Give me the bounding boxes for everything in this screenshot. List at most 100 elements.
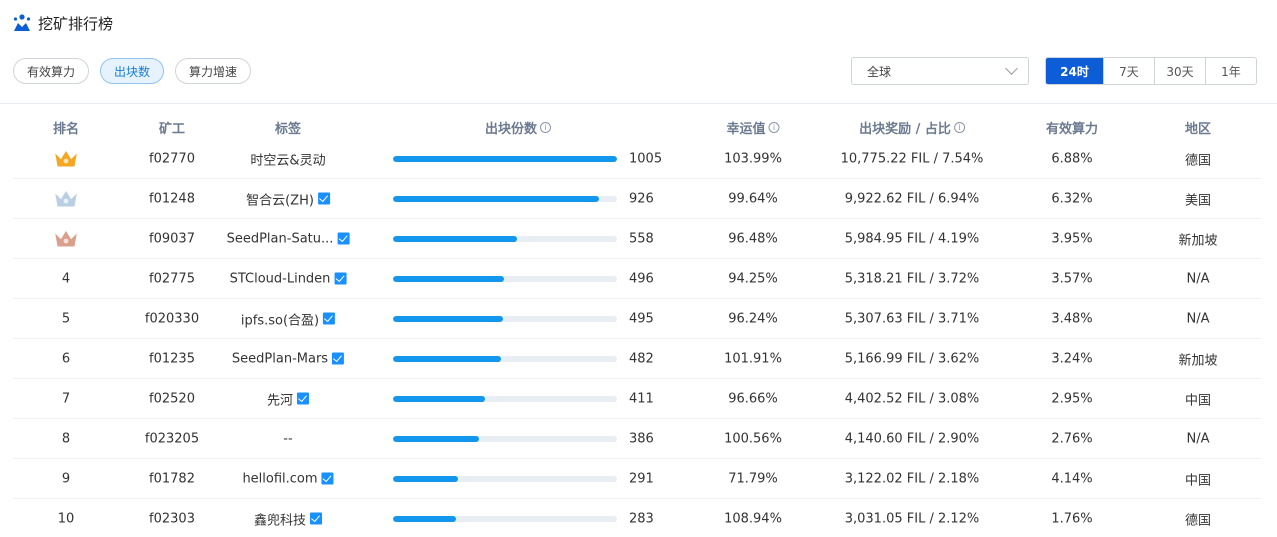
rank-cell (54, 230, 78, 248)
rank-cell (54, 190, 78, 208)
tag-label[interactable]: 先河 (266, 393, 294, 408)
blocks-bar (393, 195, 617, 202)
header-miner: 矿工 (158, 122, 186, 137)
verified-icon (332, 352, 345, 365)
tag-label[interactable]: SeedPlan-Mars (231, 351, 329, 366)
power-value: 1.76% (1051, 511, 1093, 526)
reward-value: 9,922.62 FIL / 6.94% (844, 191, 980, 206)
table-row[interactable]: 7 f02520 先河 411 96.66% 4,402.52 FIL / 3.0… (13, 379, 1261, 419)
tab-7d[interactable]: 7天 (1103, 58, 1154, 84)
blocks-count: 411 (629, 391, 654, 406)
region-value: N/A (1186, 431, 1210, 446)
table-row[interactable]: 8 f023205 -- 386 100.56% 4,140.60 FIL / 2… (13, 419, 1261, 459)
reward-value: 4,402.52 FIL / 3.08% (844, 391, 980, 406)
region-value: 中国 (1184, 393, 1212, 408)
reward-value: 3,031.05 FIL / 2.12% (844, 511, 980, 526)
tag-cell: -- (283, 431, 292, 446)
tag-label[interactable]: -- (283, 431, 293, 446)
tag-label[interactable]: SeedPlan-Satu... (226, 231, 334, 246)
blocks-count: 496 (629, 271, 654, 286)
region-value: N/A (1186, 311, 1210, 326)
tag-cell: ipfs.so(合盈) (240, 309, 336, 328)
filter-effective-power[interactable]: 有效算力 (13, 58, 90, 84)
miner-link[interactable]: f01235 (149, 351, 195, 366)
rank-cell: 9 (61, 471, 71, 486)
tag-cell: 智合云(ZH) (246, 189, 330, 208)
page-title: 挖矿排行榜 (38, 14, 114, 33)
power-value: 4.14% (1051, 471, 1093, 486)
table-row[interactable]: f09037 SeedPlan-Satu... 558 96.48% 5,984… (13, 219, 1261, 259)
mining-logo-icon (13, 14, 31, 31)
header-power: 有效算力 (1045, 122, 1099, 137)
verified-icon (334, 272, 347, 285)
miner-link[interactable]: f020330 (144, 311, 200, 326)
luck-value: 108.94% (724, 511, 782, 526)
blocks-count: 291 (629, 471, 654, 486)
info-icon[interactable]: i (768, 122, 780, 133)
miner-link[interactable]: f02303 (149, 511, 195, 526)
luck-value: 96.48% (728, 231, 778, 246)
luck-value: 103.99% (724, 151, 782, 166)
miner-link[interactable]: f01248 (149, 191, 195, 206)
reward-value: 5,307.63 FIL / 3.71% (844, 311, 980, 326)
verified-icon (317, 192, 330, 205)
filter-power-growth[interactable]: 算力增速 (175, 58, 252, 84)
silver-crown-icon (55, 190, 77, 206)
blocks-bar (393, 475, 617, 482)
blocks-bar (393, 515, 617, 522)
table-row[interactable]: 4 f02775 STCloud-Linden 496 94.25% 5,318.… (13, 259, 1261, 299)
miner-link[interactable]: f02775 (149, 271, 195, 286)
tag-label[interactable]: 鑫兜科技 (253, 513, 307, 528)
tab-1y[interactable]: 1年 (1205, 58, 1256, 84)
miner-link[interactable]: f023205 (144, 431, 200, 446)
time-range-tabs: 24时 7天 30天 1年 (1045, 57, 1257, 85)
blocks-bar-fill (393, 235, 518, 242)
reward-value: 5,984.95 FIL / 4.19% (844, 231, 980, 246)
miner-link[interactable]: f01782 (149, 471, 195, 486)
blocks-count: 283 (629, 511, 654, 526)
rank-cell: 6 (61, 351, 71, 366)
tag-cell: SeedPlan-Satu... (227, 231, 350, 246)
info-icon[interactable]: i (540, 122, 552, 133)
miner-link[interactable]: f02770 (149, 151, 195, 166)
table-row[interactable]: 6 f01235 SeedPlan-Mars 482 101.91% 5,166.… (13, 339, 1261, 379)
tag-label[interactable]: 时空云&灵动 (250, 153, 326, 168)
luck-value: 96.24% (728, 311, 778, 326)
info-icon[interactable]: i (953, 122, 965, 133)
power-value: 2.95% (1051, 391, 1093, 406)
table-row[interactable]: 10 f02303 鑫兜科技 283 108.94% 3,031.05 FIL /… (13, 499, 1261, 537)
blocks-bar (393, 435, 617, 442)
table-row[interactable]: f01248 智合云(ZH) 926 99.64% 9,922.62 FIL /… (13, 179, 1261, 219)
tab-24h[interactable]: 24时 (1046, 58, 1103, 84)
header-blocks: 出块份数 i (485, 118, 552, 137)
tab-30d[interactable]: 30天 (1154, 58, 1205, 84)
region-value: 新加坡 (1178, 233, 1218, 248)
rank-cell (54, 150, 78, 168)
tag-label[interactable]: ipfs.so(合盈) (240, 313, 320, 328)
reward-value: 10,775.22 FIL / 7.54% (840, 151, 984, 166)
table-row[interactable]: 5 f020330 ipfs.so(合盈) 495 96.24% 5,307.63… (13, 299, 1261, 339)
tag-label[interactable]: 智合云(ZH) (246, 193, 314, 208)
blocks-bar (393, 155, 617, 162)
miner-link[interactable]: f02520 (149, 391, 195, 406)
bronze-crown-icon (55, 230, 77, 246)
verified-icon (337, 232, 350, 245)
table-row[interactable]: f02770 时空云&灵动 1005 103.99% 10,775.22 FIL… (13, 139, 1261, 179)
region-value: 德国 (1184, 153, 1212, 168)
power-value: 3.57% (1051, 271, 1093, 286)
verified-icon (323, 312, 336, 325)
tag-label[interactable]: STCloud-Linden (229, 271, 331, 286)
divider (0, 103, 1277, 104)
luck-value: 100.56% (724, 431, 782, 446)
tag-cell: 时空云&灵动 (250, 149, 325, 168)
header-rank: 排名 (52, 122, 80, 137)
power-value: 3.24% (1051, 351, 1093, 366)
table-row[interactable]: 9 f01782 hellofil.com 291 71.79% 3,122.02… (13, 459, 1261, 499)
tag-label[interactable]: hellofil.com (242, 471, 318, 486)
tag-cell: STCloud-Linden (230, 271, 347, 286)
filter-blocks[interactable]: 出块数 (100, 58, 165, 84)
miner-link[interactable]: f09037 (149, 231, 195, 246)
blocks-bar-fill (393, 435, 480, 442)
chevron-down-icon (1005, 62, 1018, 75)
region-select[interactable]: 全球 (851, 57, 1029, 85)
